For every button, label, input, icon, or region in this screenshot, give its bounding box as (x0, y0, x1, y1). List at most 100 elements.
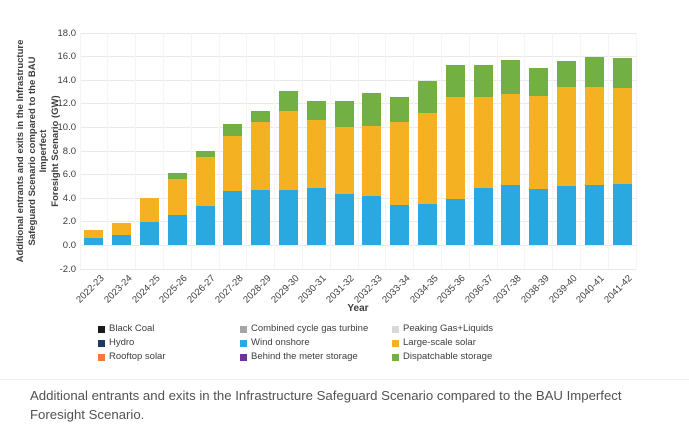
bar (612, 57, 632, 246)
legend-swatch (98, 353, 105, 361)
x-tick-label: 2029-30 (268, 273, 302, 306)
bar-segment (334, 127, 354, 194)
x-tick-label: 2027-28 (213, 273, 246, 306)
bar-segment (390, 96, 410, 122)
gridline-vertical (218, 33, 220, 269)
bar-segment (501, 94, 521, 186)
bar-segment (529, 68, 549, 96)
bar-segment (473, 187, 493, 246)
bar-segment (112, 223, 132, 235)
y-tick-label: 8.0 (62, 145, 76, 157)
bar-segment (584, 56, 604, 88)
bar-segment (112, 234, 132, 246)
bar-segment (306, 120, 326, 188)
x-tick-label: 2025-26 (157, 273, 191, 306)
bar-segment (557, 186, 576, 246)
legend-swatch (98, 339, 105, 347)
gridline-vertical (190, 33, 192, 269)
bar-segment (251, 121, 271, 190)
legend-label: Dispatchable storage (403, 351, 493, 362)
bar-segment (279, 110, 298, 190)
bar (418, 81, 437, 246)
x-tick-label: 2038-39 (519, 273, 552, 306)
bar-segment (223, 123, 243, 136)
bar (306, 101, 326, 246)
gridline-vertical (524, 33, 526, 269)
gridline-vertical (274, 33, 276, 269)
bar-segment (584, 87, 604, 186)
bar-segment (167, 214, 187, 246)
gridline-vertical (579, 33, 581, 269)
y-tick-label: 6.0 (62, 169, 76, 181)
legend-label: Rooftop solar (109, 351, 166, 362)
bar-segment (279, 189, 298, 246)
gridline-vertical (301, 33, 303, 269)
x-tick-label: 2037-38 (491, 273, 524, 306)
x-tick-label: 2039-40 (546, 273, 580, 306)
bar-segment (501, 185, 521, 246)
figure-caption: Additional entrants and exits in the Inf… (30, 388, 622, 423)
x-tick-label: 2031-32 (324, 273, 357, 306)
bar-segment (390, 205, 410, 246)
bar-segment (473, 64, 493, 97)
gridline-vertical (79, 33, 81, 269)
x-tick-label: 2024-25 (129, 273, 163, 306)
bar-segment (140, 198, 159, 222)
bar-segment (306, 187, 326, 246)
legend-item: Hydro (98, 337, 240, 349)
bar-segment (334, 193, 354, 246)
bar (501, 60, 521, 246)
bar (362, 93, 382, 246)
gridline-vertical (246, 33, 248, 269)
bar (251, 110, 271, 246)
legend-item: Combined cycle gas turbine (240, 323, 392, 335)
y-tick-label: 0.0 (62, 239, 76, 251)
bar-segment (167, 179, 187, 215)
gridline-vertical (440, 33, 442, 269)
bar-segment (445, 64, 465, 97)
gridline-vertical (496, 33, 498, 269)
gridline-vertical (162, 33, 164, 269)
bar-segment (251, 110, 271, 122)
bar-segment (418, 113, 437, 205)
x-tick-label: 2028-29 (241, 273, 274, 306)
bar-segment (501, 60, 521, 95)
y-axis-title-line: Additional entrants and exits in the Inf… (15, 39, 26, 263)
bar-segment (223, 191, 243, 246)
y-tick-label: 14.0 (57, 74, 77, 86)
bar (557, 61, 576, 246)
gridline-vertical (385, 33, 387, 269)
bar-segment (84, 230, 104, 239)
bar-segment (529, 95, 549, 189)
bar-segment (223, 135, 243, 192)
legend-item: Behind the meter storage (240, 351, 392, 363)
legend-label: Combined cycle gas turbine (251, 323, 369, 334)
y-tick-label: 2.0 (62, 216, 76, 228)
x-axis-title: Year (347, 303, 369, 314)
gridline-vertical (135, 33, 137, 269)
x-tick-label: 2036-37 (463, 273, 496, 306)
legend-swatch (98, 325, 105, 333)
chart-legend: Black Coal Combined cycle gas turbine Peak… (98, 323, 562, 363)
bar-segment (418, 81, 437, 114)
legend-label: Hydro (109, 337, 135, 348)
x-tick-label: 2040-41 (574, 273, 608, 306)
bar-segment (167, 173, 187, 180)
legend-item: Dispatchable storage (392, 351, 562, 363)
bar-segment (584, 185, 604, 246)
bar (223, 123, 243, 246)
bar-segment (473, 96, 493, 188)
legend-label: Peaking Gas+Liquids (403, 323, 494, 334)
bar-segment (445, 199, 465, 246)
y-tick-label: -2.0 (59, 263, 76, 275)
bar (195, 151, 215, 246)
x-tick-label: 2035-36 (435, 273, 469, 306)
bar-segment (612, 88, 632, 185)
bar (167, 173, 187, 246)
gridline-horizontal (80, 268, 636, 270)
bar-segment (557, 87, 576, 187)
bar (584, 56, 604, 246)
x-tick-label: 2033-34 (380, 273, 413, 306)
bar-segment (362, 93, 382, 127)
